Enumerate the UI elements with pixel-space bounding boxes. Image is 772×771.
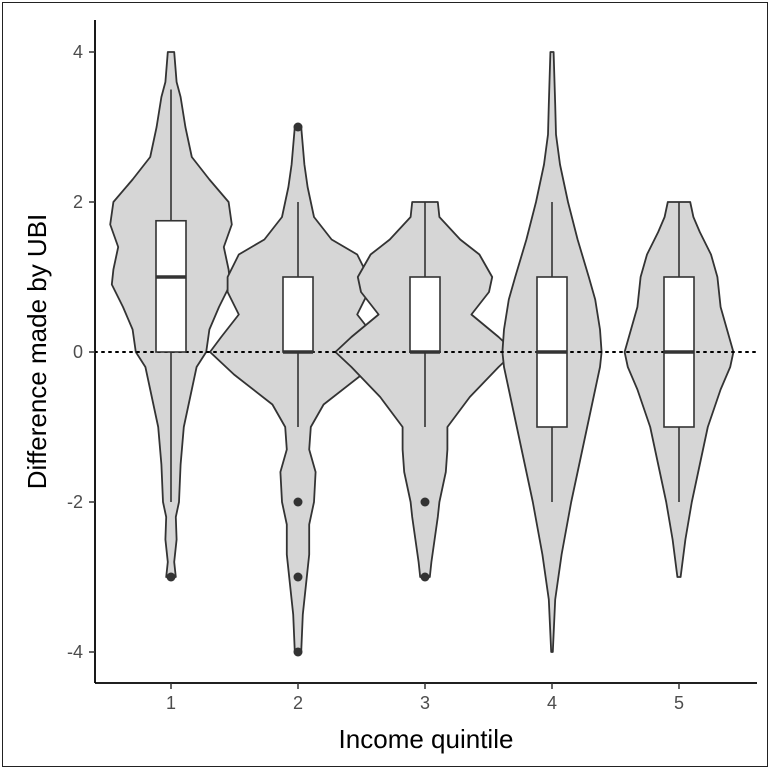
y-tick-label: -2	[67, 492, 83, 512]
y-tick-label: -4	[67, 642, 83, 662]
x-tick-label: 3	[420, 693, 430, 713]
y-tick-label: 4	[73, 42, 83, 62]
x-tick-label: 5	[674, 693, 684, 713]
outlier-point-2-2	[293, 572, 303, 582]
outlier-point-2-3	[293, 647, 303, 657]
outlier-point-3-0	[420, 497, 430, 507]
outlier-point-1-0	[166, 572, 176, 582]
outlier-point-2-1	[293, 497, 303, 507]
x-tick-label: 4	[547, 693, 557, 713]
x-tick-label: 1	[166, 693, 176, 713]
box-2	[282, 276, 314, 353]
box-3	[409, 276, 441, 353]
boxplots-layer	[155, 89, 695, 657]
x-axis-ticks: 1 2 3 4 5	[166, 683, 684, 713]
y-tick-label: 0	[73, 342, 83, 362]
y-axis-ticks: 4 2 0 -2 -4	[67, 42, 95, 662]
outlier-point-3-1	[420, 572, 430, 582]
outlier-point-2-0	[293, 122, 303, 132]
box-1	[155, 219, 187, 353]
y-axis-title: Difference made by UBI	[22, 214, 52, 490]
x-axis-title: Income quintile	[339, 724, 514, 754]
x-tick-label: 2	[293, 693, 303, 713]
y-tick-label: 2	[73, 192, 83, 212]
